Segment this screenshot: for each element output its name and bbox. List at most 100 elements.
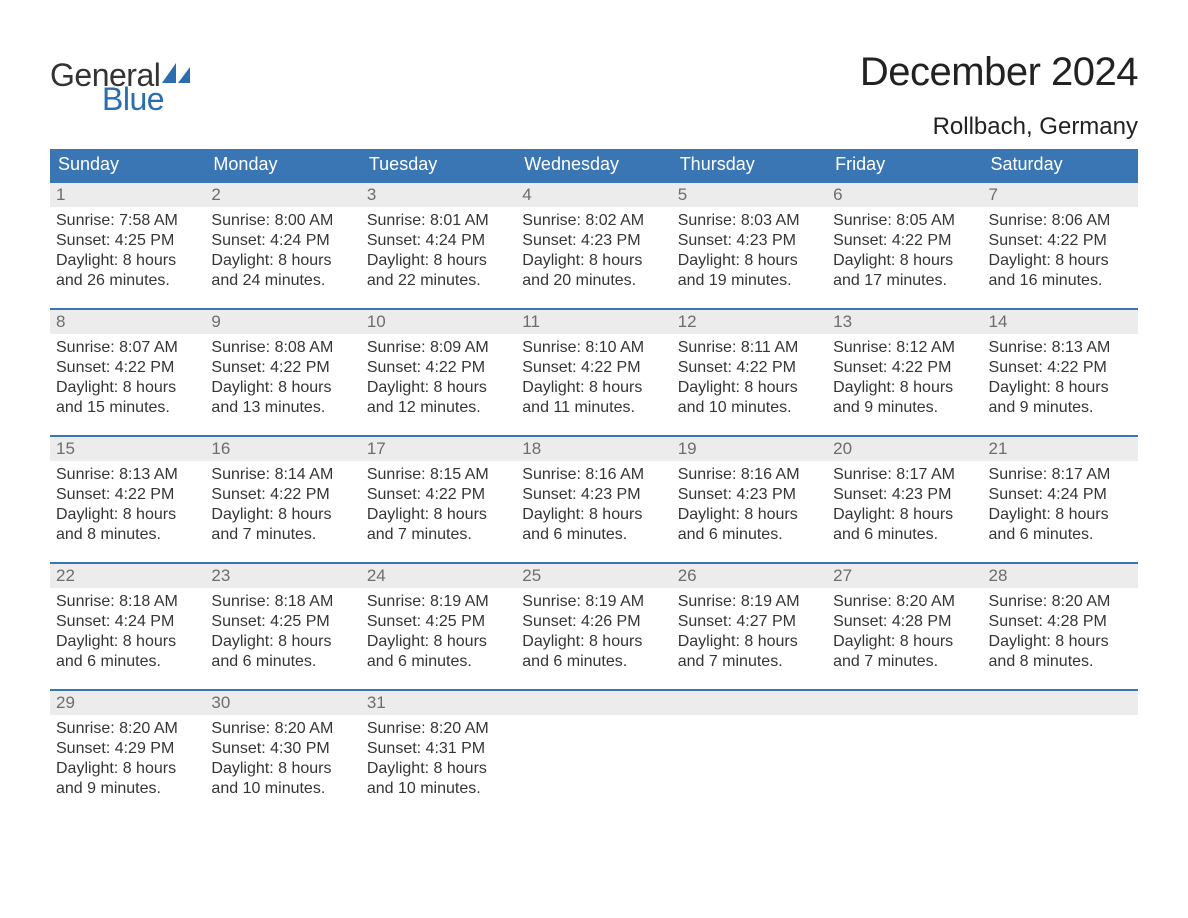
day-number: 12 [672,310,827,334]
day-number: 30 [205,691,360,715]
day-cell: 10Sunrise: 8:09 AMSunset: 4:22 PMDayligh… [361,310,516,432]
day-day2: and 13 minutes. [211,398,354,418]
day-cell: 3Sunrise: 8:01 AMSunset: 4:24 PMDaylight… [361,183,516,305]
day-body: Sunrise: 8:18 AMSunset: 4:24 PMDaylight:… [50,588,205,674]
day-cell: 28Sunrise: 8:20 AMSunset: 4:28 PMDayligh… [983,564,1138,686]
day-cell: 2Sunrise: 8:00 AMSunset: 4:24 PMDaylight… [205,183,360,305]
day-sunrise: Sunrise: 8:20 AM [367,719,510,739]
day-number: 24 [361,564,516,588]
day-body: Sunrise: 8:01 AMSunset: 4:24 PMDaylight:… [361,207,516,293]
day-number: 18 [516,437,671,461]
day-cell: 22Sunrise: 8:18 AMSunset: 4:24 PMDayligh… [50,564,205,686]
day-day1: Daylight: 8 hours [56,378,199,398]
day-day1: Daylight: 8 hours [678,632,821,652]
day-sunrise: Sunrise: 8:17 AM [989,465,1132,485]
day-sunset: Sunset: 4:27 PM [678,612,821,632]
day-sunrise: Sunrise: 8:18 AM [56,592,199,612]
day-sunset: Sunset: 4:22 PM [211,358,354,378]
day-sunset: Sunset: 4:26 PM [522,612,665,632]
day-number: 21 [983,437,1138,461]
day-sunset: Sunset: 4:22 PM [522,358,665,378]
day-body: Sunrise: 8:20 AMSunset: 4:31 PMDaylight:… [361,715,516,801]
week-row: 1Sunrise: 7:58 AMSunset: 4:25 PMDaylight… [50,181,1138,305]
day-sunset: Sunset: 4:22 PM [833,358,976,378]
day-sunset: Sunset: 4:22 PM [56,358,199,378]
day-day1: Daylight: 8 hours [522,632,665,652]
day-day2: and 10 minutes. [211,779,354,799]
day-cell: 8Sunrise: 8:07 AMSunset: 4:22 PMDaylight… [50,310,205,432]
day-body: Sunrise: 8:17 AMSunset: 4:23 PMDaylight:… [827,461,982,547]
day-day2: and 6 minutes. [367,652,510,672]
day-day1: Daylight: 8 hours [833,251,976,271]
dow-saturday: Saturday [983,149,1138,181]
day-sunrise: Sunrise: 8:15 AM [367,465,510,485]
day-sunrise: Sunrise: 8:20 AM [56,719,199,739]
day-sunrise: Sunrise: 8:19 AM [678,592,821,612]
day-number: 28 [983,564,1138,588]
day-day2: and 8 minutes. [56,525,199,545]
day-cell: 29Sunrise: 8:20 AMSunset: 4:29 PMDayligh… [50,691,205,813]
day-day1: Daylight: 8 hours [989,505,1132,525]
dow-thursday: Thursday [672,149,827,181]
day-sunrise: Sunrise: 8:12 AM [833,338,976,358]
day-sunrise: Sunrise: 8:13 AM [56,465,199,485]
day-sunset: Sunset: 4:22 PM [211,485,354,505]
week-row: 15Sunrise: 8:13 AMSunset: 4:22 PMDayligh… [50,435,1138,559]
day-body: Sunrise: 8:11 AMSunset: 4:22 PMDaylight:… [672,334,827,420]
day-sunset: Sunset: 4:23 PM [678,485,821,505]
day-sunrise: Sunrise: 8:16 AM [522,465,665,485]
day-body: Sunrise: 8:05 AMSunset: 4:22 PMDaylight:… [827,207,982,293]
day-number: 13 [827,310,982,334]
day-number: 27 [827,564,982,588]
day-day1: Daylight: 8 hours [367,378,510,398]
day-sunrise: Sunrise: 8:05 AM [833,211,976,231]
day-sunrise: Sunrise: 8:06 AM [989,211,1132,231]
day-day1: Daylight: 8 hours [678,251,821,271]
day-number: 20 [827,437,982,461]
day-day2: and 17 minutes. [833,271,976,291]
day-cell: 9Sunrise: 8:08 AMSunset: 4:22 PMDaylight… [205,310,360,432]
day-number: 17 [361,437,516,461]
day-sunrise: Sunrise: 8:10 AM [522,338,665,358]
day-sunset: Sunset: 4:25 PM [56,231,199,251]
day-number: 1 [50,183,205,207]
brand-logo: General Blue [50,50,190,115]
day-body: Sunrise: 8:09 AMSunset: 4:22 PMDaylight:… [361,334,516,420]
sail-icon [162,63,190,86]
day-sunset: Sunset: 4:24 PM [56,612,199,632]
day-day2: and 15 minutes. [56,398,199,418]
day-sunrise: Sunrise: 8:11 AM [678,338,821,358]
day-day1: Daylight: 8 hours [56,759,199,779]
month-title: December 2024 [860,50,1138,95]
day-day1: Daylight: 8 hours [522,505,665,525]
day-number: 6 [827,183,982,207]
header: General Blue December 2024 Rollbach, Ger… [50,50,1138,141]
day-day2: and 24 minutes. [211,271,354,291]
day-day2: and 12 minutes. [367,398,510,418]
day-sunset: Sunset: 4:31 PM [367,739,510,759]
day-sunrise: Sunrise: 8:03 AM [678,211,821,231]
day-cell: 5Sunrise: 8:03 AMSunset: 4:23 PMDaylight… [672,183,827,305]
day-number: 7 [983,183,1138,207]
day-body: Sunrise: 8:19 AMSunset: 4:25 PMDaylight:… [361,588,516,674]
day-day2: and 7 minutes. [833,652,976,672]
day-number: 3 [361,183,516,207]
day-number [672,691,827,715]
day-body: Sunrise: 8:00 AMSunset: 4:24 PMDaylight:… [205,207,360,293]
day-of-week-header: Sunday Monday Tuesday Wednesday Thursday… [50,149,1138,181]
day-cell: 6Sunrise: 8:05 AMSunset: 4:22 PMDaylight… [827,183,982,305]
day-day2: and 22 minutes. [367,271,510,291]
day-cell: 23Sunrise: 8:18 AMSunset: 4:25 PMDayligh… [205,564,360,686]
day-day2: and 11 minutes. [522,398,665,418]
day-number: 8 [50,310,205,334]
day-body: Sunrise: 8:13 AMSunset: 4:22 PMDaylight:… [983,334,1138,420]
day-day1: Daylight: 8 hours [211,505,354,525]
day-day1: Daylight: 8 hours [833,378,976,398]
day-sunset: Sunset: 4:24 PM [211,231,354,251]
day-day2: and 9 minutes. [989,398,1132,418]
day-number: 10 [361,310,516,334]
day-day1: Daylight: 8 hours [211,632,354,652]
day-day1: Daylight: 8 hours [367,251,510,271]
day-number: 14 [983,310,1138,334]
day-day2: and 7 minutes. [367,525,510,545]
